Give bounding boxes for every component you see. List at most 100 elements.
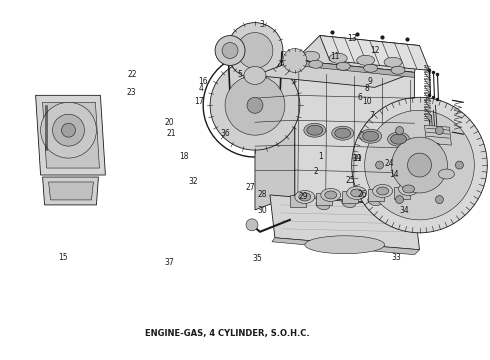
- Ellipse shape: [307, 125, 323, 135]
- Bar: [342, 191, 358, 203]
- Ellipse shape: [368, 196, 382, 206]
- Polygon shape: [295, 60, 415, 77]
- Circle shape: [237, 32, 273, 68]
- Text: 13: 13: [348, 34, 357, 43]
- Circle shape: [436, 195, 443, 203]
- Circle shape: [408, 153, 432, 177]
- Polygon shape: [255, 60, 415, 87]
- Ellipse shape: [336, 62, 350, 70]
- Ellipse shape: [384, 57, 402, 67]
- Ellipse shape: [391, 134, 407, 144]
- Polygon shape: [272, 238, 419, 255]
- Text: 26: 26: [357, 190, 367, 199]
- Ellipse shape: [351, 189, 363, 197]
- Ellipse shape: [391, 66, 405, 74]
- Bar: [316, 193, 332, 205]
- Polygon shape: [36, 95, 105, 175]
- Circle shape: [52, 114, 84, 146]
- Ellipse shape: [295, 190, 315, 203]
- Ellipse shape: [403, 185, 415, 193]
- Circle shape: [392, 137, 447, 193]
- Circle shape: [395, 127, 404, 135]
- Text: 37: 37: [164, 258, 174, 267]
- Ellipse shape: [439, 169, 454, 179]
- Text: 11: 11: [331, 52, 340, 61]
- Circle shape: [225, 75, 285, 135]
- Polygon shape: [43, 177, 98, 205]
- Bar: [368, 189, 384, 201]
- Text: 22: 22: [128, 70, 137, 79]
- Text: 7: 7: [369, 111, 374, 120]
- Circle shape: [376, 161, 384, 169]
- Ellipse shape: [388, 132, 410, 146]
- Ellipse shape: [316, 200, 330, 210]
- Circle shape: [247, 97, 263, 113]
- Circle shape: [436, 127, 443, 135]
- Text: 32: 32: [189, 177, 198, 186]
- Circle shape: [210, 60, 300, 150]
- Circle shape: [62, 123, 75, 137]
- Circle shape: [227, 23, 283, 78]
- Text: 28: 28: [257, 190, 267, 199]
- Text: 2: 2: [314, 167, 318, 176]
- Text: 17: 17: [194, 96, 203, 105]
- Ellipse shape: [364, 64, 378, 72]
- Bar: [393, 187, 410, 199]
- Ellipse shape: [363, 131, 379, 141]
- Circle shape: [455, 161, 464, 169]
- Circle shape: [41, 102, 97, 158]
- Text: 23: 23: [127, 87, 136, 96]
- Text: 5: 5: [238, 70, 243, 79]
- Ellipse shape: [357, 55, 375, 65]
- Ellipse shape: [377, 187, 389, 195]
- Text: 15: 15: [58, 253, 68, 262]
- Ellipse shape: [325, 191, 337, 199]
- Ellipse shape: [329, 53, 347, 63]
- Text: 31: 31: [353, 154, 362, 163]
- Text: 20: 20: [165, 118, 174, 127]
- Ellipse shape: [299, 193, 311, 201]
- Text: 10: 10: [362, 97, 372, 106]
- Text: 29: 29: [299, 192, 308, 201]
- Ellipse shape: [372, 184, 392, 197]
- Ellipse shape: [342, 198, 356, 208]
- Circle shape: [395, 195, 404, 203]
- Polygon shape: [270, 195, 419, 250]
- Circle shape: [222, 42, 238, 58]
- Text: 33: 33: [392, 253, 401, 262]
- Text: 6: 6: [357, 93, 362, 102]
- Circle shape: [283, 49, 307, 72]
- Ellipse shape: [398, 183, 418, 195]
- Text: 19: 19: [353, 154, 362, 163]
- Text: ENGINE-GAS, 4 CYLINDER, S.O.H.C.: ENGINE-GAS, 4 CYLINDER, S.O.H.C.: [145, 329, 310, 338]
- Text: 8: 8: [365, 84, 369, 93]
- Ellipse shape: [305, 236, 385, 254]
- Text: 1: 1: [318, 152, 323, 161]
- Text: 16: 16: [198, 77, 208, 86]
- Text: 35: 35: [252, 254, 262, 263]
- Ellipse shape: [347, 186, 367, 199]
- Ellipse shape: [321, 189, 341, 201]
- Polygon shape: [295, 60, 415, 207]
- Circle shape: [215, 36, 245, 66]
- Polygon shape: [295, 36, 419, 72]
- Text: 24: 24: [384, 159, 394, 168]
- Polygon shape: [320, 36, 429, 71]
- Text: 9: 9: [367, 77, 372, 86]
- Text: 36: 36: [220, 129, 230, 138]
- Circle shape: [365, 110, 474, 220]
- Text: 27: 27: [245, 183, 255, 192]
- Polygon shape: [49, 182, 94, 200]
- Ellipse shape: [302, 51, 320, 61]
- Ellipse shape: [360, 129, 382, 143]
- Text: 18: 18: [179, 152, 189, 161]
- Text: 14: 14: [389, 170, 399, 179]
- Text: 30: 30: [257, 206, 267, 215]
- Ellipse shape: [394, 194, 407, 204]
- Bar: [290, 195, 306, 207]
- Ellipse shape: [304, 123, 326, 137]
- Polygon shape: [255, 60, 295, 210]
- Text: 21: 21: [167, 129, 176, 138]
- Circle shape: [246, 219, 258, 231]
- Ellipse shape: [244, 67, 266, 84]
